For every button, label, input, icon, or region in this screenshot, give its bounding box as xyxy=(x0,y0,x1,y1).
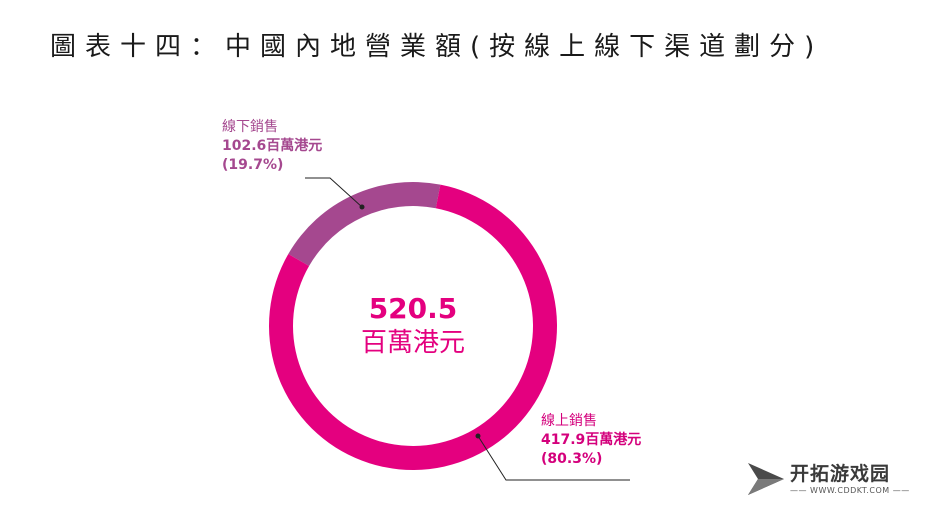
online-value: 417.9百萬港元 xyxy=(541,432,642,448)
logo-icon xyxy=(748,463,784,495)
offline-value: 102.6百萬港元 xyxy=(222,138,323,154)
slice-offline-sales xyxy=(288,181,441,266)
leader-dot-offline xyxy=(359,204,365,210)
watermark-logo: 开拓游戏园 —— WWW.CDDKT.COM —— xyxy=(746,457,916,501)
online-name: 線上銷售 xyxy=(541,413,597,429)
leader-line-offline xyxy=(305,177,363,208)
label-offline-sales: 線下銷售 102.6百萬港元 (19.7%) xyxy=(222,118,322,175)
label-online-sales: 線上銷售 417.9百萬港元 (80.3%) xyxy=(541,412,641,469)
logo-name: 开拓游戏园 xyxy=(790,463,891,485)
online-percent: (80.3%) xyxy=(541,451,603,467)
leader-line-online xyxy=(477,435,630,481)
chart-title: 圖表十四：中國內地營業額(按線上線下渠道劃分) xyxy=(50,32,824,62)
total-value: 520.5 xyxy=(368,292,458,325)
donut-center-total: 520.5 百萬港元 xyxy=(316,292,510,360)
leader-dot-online xyxy=(475,433,481,439)
offline-name: 線下銷售 xyxy=(222,119,278,135)
offline-percent: (19.7%) xyxy=(222,157,284,173)
total-unit: 百萬港元 xyxy=(360,328,465,358)
logo-site: —— WWW.CDDKT.COM —— xyxy=(790,486,910,495)
